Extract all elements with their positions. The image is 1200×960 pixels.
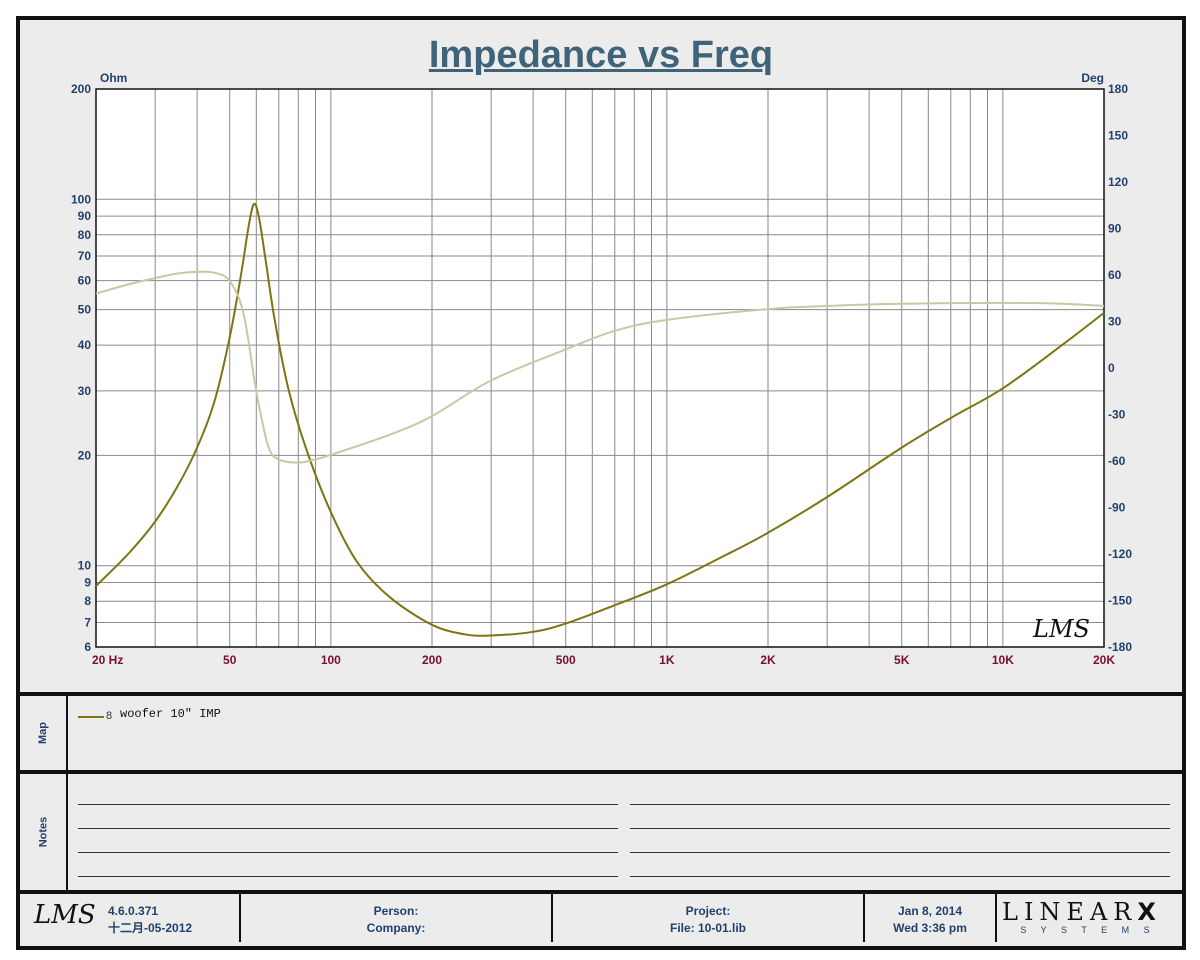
note-line[interactable]: [78, 876, 618, 877]
y-left-tick-label: 60: [78, 274, 92, 288]
y-right-tick-label: -60: [1108, 454, 1126, 468]
y-left-tick-label: 6: [84, 640, 91, 654]
y-right-tick-label: -180: [1108, 640, 1132, 654]
x-tick-label: 2K: [760, 653, 776, 667]
divider-notes-top: [20, 770, 1182, 774]
project-label: Project:: [685, 904, 731, 918]
note-line[interactable]: [630, 876, 1170, 877]
y-right-tick-label: 120: [1108, 175, 1128, 189]
y-left-tick-label: 20: [78, 448, 92, 462]
datetime-cell: Jan 8, 2014 Wed 3:36 pm: [867, 903, 993, 945]
y-left-tick-label: 90: [78, 209, 92, 223]
note-line[interactable]: [630, 828, 1170, 829]
y-right-tick-label: -150: [1108, 594, 1132, 608]
y-right-tick-label: -30: [1108, 408, 1126, 422]
version-info: 4.6.0.371 十二月-05-2012: [108, 903, 192, 937]
x-tick-label: 1K: [659, 653, 675, 667]
y-left-tick-label: 7: [84, 615, 91, 629]
time: Wed 3:36 pm: [893, 921, 967, 935]
y-right-tick-label: 180: [1108, 82, 1128, 96]
brand-subtitle: S Y S T E M S: [1020, 925, 1156, 935]
y-right-tick-label: 90: [1108, 222, 1122, 236]
y-right-axis-label: Deg: [1081, 71, 1104, 85]
y-left-axis-label: Ohm: [100, 71, 127, 85]
y-right-tick-label: -90: [1108, 501, 1126, 515]
footer-divider: [863, 894, 865, 942]
plot-border: [95, 88, 1105, 648]
x-tick-label: 500: [556, 653, 576, 667]
x-tick-label: 10K: [992, 653, 1014, 667]
lms-logo: LMS: [34, 900, 96, 930]
plot-area: [96, 89, 1104, 647]
phase-line: [95, 270, 1105, 464]
map-label: Map: [37, 722, 49, 744]
y-left-tick-label: 70: [78, 249, 92, 263]
note-line[interactable]: [78, 852, 618, 853]
x-tick-label: 20 Hz: [92, 653, 123, 667]
divider-footer-top: [20, 890, 1182, 894]
y-left-tick-label: 100: [71, 192, 91, 206]
x-tick-label: 5K: [894, 653, 910, 667]
chart-title: Impedance vs Freq: [428, 34, 774, 76]
person-cell: Person: Company:: [243, 903, 549, 945]
linearx-logo: LINEARX S Y S T E M S: [1002, 899, 1174, 935]
y-left-tick-label: 80: [78, 228, 92, 242]
x-tick-label: 200: [422, 653, 442, 667]
person-label: Person:: [373, 904, 419, 918]
y-left-tick-label: 30: [78, 384, 92, 398]
x-tick-label: 20K: [1093, 653, 1115, 667]
note-line[interactable]: [630, 852, 1170, 853]
footer-divider: [995, 894, 997, 942]
legend-number: 8: [106, 710, 113, 722]
notes-side-divider: [66, 774, 68, 890]
build-date: 十二月-05-2012: [108, 921, 193, 935]
date: Jan 8, 2014: [897, 904, 963, 918]
y-right-tick-label: 60: [1108, 268, 1122, 282]
notes-label: Notes: [37, 816, 49, 848]
file-label: File: 10-01.lib: [669, 921, 747, 935]
y-right-tick-label: 150: [1108, 129, 1128, 143]
grid: [95, 88, 1105, 648]
y-left-tick-label: 40: [78, 338, 92, 352]
legend-text: woofer 10" IMP: [120, 707, 221, 721]
note-line[interactable]: [78, 804, 618, 805]
brand-x: X: [1137, 898, 1156, 926]
project-cell: Project: File: 10-01.lib: [555, 903, 861, 945]
divider-map-top: [20, 692, 1182, 696]
y-left-tick-label: 8: [84, 594, 91, 608]
y-right-tick-label: 0: [1108, 361, 1115, 375]
footer-divider: [551, 894, 553, 942]
y-right-tick-label: 30: [1108, 315, 1122, 329]
legend-swatch: [78, 716, 104, 718]
company-label: Company:: [366, 921, 426, 935]
note-line[interactable]: [630, 804, 1170, 805]
brand-text: LINEAR: [1002, 898, 1138, 926]
impedance-line: [95, 202, 1105, 637]
y-left-tick-label: 200: [71, 82, 91, 96]
x-tick-label: 50: [223, 653, 237, 667]
footer-divider: [239, 894, 241, 942]
y-left-tick-label: 10: [78, 559, 92, 573]
note-line[interactable]: [78, 828, 618, 829]
version: 4.6.0.371: [108, 904, 159, 918]
y-left-tick-label: 9: [84, 575, 91, 589]
map-side-divider: [66, 696, 68, 770]
y-left-tick-label: 50: [78, 303, 92, 317]
y-right-tick-label: -120: [1108, 547, 1132, 561]
x-tick-label: 100: [321, 653, 341, 667]
lms-watermark: LMS: [1032, 615, 1090, 643]
